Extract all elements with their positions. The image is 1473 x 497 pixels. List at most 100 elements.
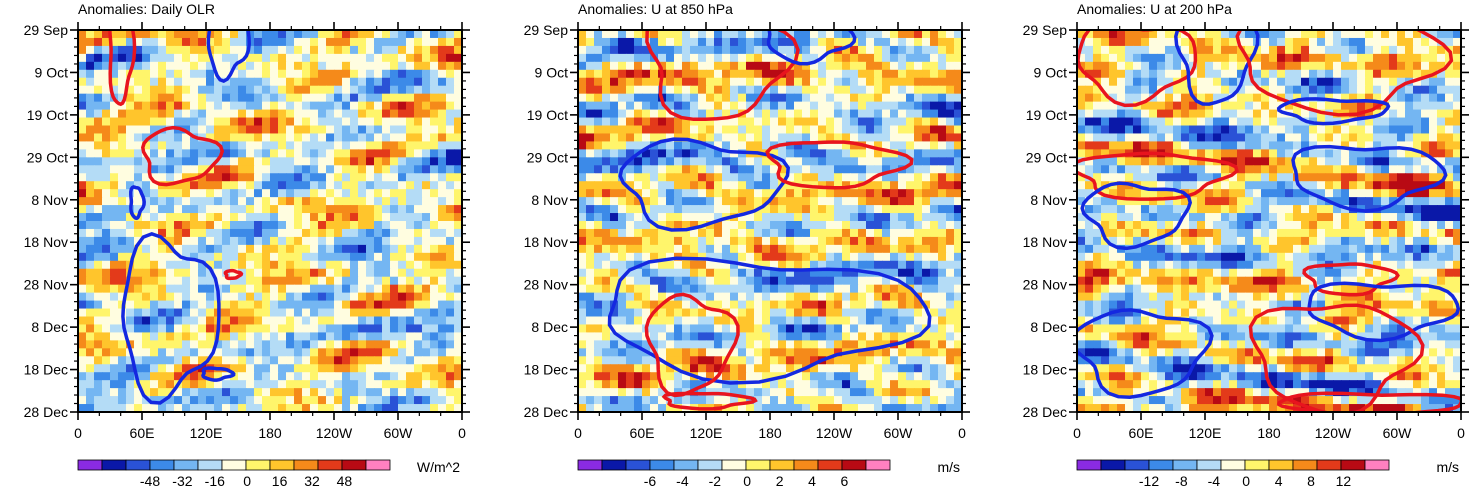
heat-cell [374,404,383,412]
heat-cell [198,45,207,55]
heat-cell [594,181,603,190]
heat-cell [954,197,962,206]
heat-cell [254,324,263,334]
heat-cell [86,181,95,190]
heat-cell [746,228,755,238]
heat-cell [278,316,287,326]
heat-cell [382,404,391,412]
heat-cell [342,141,351,150]
heat-cell [762,340,771,349]
heat-cell [230,189,239,198]
heat-cell [954,109,962,119]
heat-cell [890,133,899,143]
heat-cell [738,380,747,389]
heat-cell [714,93,723,103]
heat-cell [78,380,87,389]
heat-cell [86,85,95,95]
heat-cell [174,388,183,397]
heat-cell [842,30,851,39]
heat-cell [674,356,683,365]
positive-contour [661,391,758,411]
heat-cell [286,165,295,174]
heat-cell [230,228,239,238]
heat-cell [254,53,263,63]
heat-cell [406,205,415,214]
heat-cell [382,189,391,198]
heat-cell [342,380,351,389]
heat-cell [722,125,731,135]
heat-cell [118,356,127,365]
heat-cell [586,157,595,166]
heat-cell [294,316,303,326]
heat-cell [78,388,87,397]
heat-cell [666,85,675,95]
heat-cell [174,197,183,206]
heat-cell [78,404,87,412]
heat-cell [722,284,731,294]
heat-cell [318,348,327,357]
heat-cell [438,372,447,381]
heat-cell [642,380,651,389]
heat-cell [302,372,311,381]
heat-cell [650,165,659,174]
heat-cell [358,324,367,334]
heat-cell [866,93,875,103]
heat-cell [906,93,915,103]
heat-cell [334,77,343,87]
heat-cell [310,396,319,405]
heat-cell [922,332,931,341]
heat-cell [674,205,683,214]
heat-cell [254,380,263,389]
heat-cell [594,30,603,39]
heat-cell [270,340,279,349]
heat-cell [182,109,191,119]
heat-cell [874,380,883,389]
heat-cell [1277,30,1286,39]
heat-cell [858,157,867,166]
heat-cell [738,332,747,341]
heat-cell [278,308,287,318]
heat-cell [318,316,327,326]
heat-cell [946,133,955,143]
heat-cell [182,260,191,270]
heat-cell [746,165,755,174]
heat-cell [454,228,462,238]
heat-cell [438,292,447,302]
heat-cell [626,396,635,405]
heat-cell [946,268,955,278]
heat-cell [230,332,239,341]
heat-cell [754,117,763,127]
heat-cell [198,93,207,103]
heat-cell [770,149,779,158]
heat-cell [446,141,455,150]
heat-cell [938,45,947,55]
heat-cell [722,348,731,357]
heat-cell [754,260,763,270]
heat-cell [882,260,891,270]
heat-cell [342,388,351,397]
heat-cell [206,149,215,158]
heat-cell [142,101,151,111]
heat-cell [126,364,135,373]
heat-cell [802,133,811,143]
heat-cell [374,173,383,182]
heat-cell [826,356,835,365]
heat-cell [610,173,619,182]
heat-cell [634,324,643,334]
heat-cell [110,101,119,111]
heat-cell [246,133,255,143]
heat-cell [414,308,423,318]
heat-cell [722,276,731,286]
heat-cell [610,165,619,174]
heat-cell [722,244,731,254]
heat-cell [454,93,462,103]
heat-cell [374,260,383,270]
heat-cell [342,356,351,365]
heat-cell [714,69,723,79]
heat-cell [230,388,239,397]
heat-cell [746,77,755,87]
heat-cell [222,189,231,198]
heat-cell [382,181,391,190]
heat-cell [666,77,675,87]
heat-cell [246,53,255,63]
